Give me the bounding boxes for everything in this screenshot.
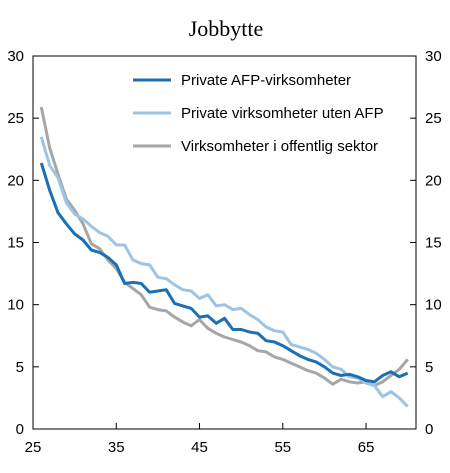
y-tick-label-left: 10 [7, 297, 24, 314]
y-tick-label-right: 0 [425, 421, 433, 438]
series-layer [39, 106, 409, 408]
y-tick-label-right: 20 [425, 172, 442, 189]
x-tick-label: 65 [358, 439, 375, 456]
legend-label-private-afp: Private AFP-virksomheter [181, 72, 351, 89]
chart-title: Jobbytte [189, 16, 264, 41]
y-tick-label-right: 5 [425, 359, 433, 376]
y-tick-label-right: 30 [425, 48, 442, 65]
y-tick-label-left: 5 [16, 359, 24, 376]
y-tick-label-left: 0 [16, 421, 24, 438]
series-line-private-no-afp [39, 136, 409, 408]
x-tick-label: 25 [25, 439, 42, 456]
legend: Private AFP-virksomheter Private virksom… [133, 72, 384, 155]
y-tick-label-left: 20 [7, 172, 24, 189]
legend-label-private-no-afp: Private virksomheter uten AFP [181, 105, 384, 122]
y-tick-label-right: 25 [425, 110, 442, 127]
y-tick-label-right: 10 [425, 297, 442, 314]
x-tick-label: 55 [274, 439, 291, 456]
y-tick-label-left: 15 [7, 235, 24, 252]
x-tick-label: 35 [108, 439, 125, 456]
legend-label-public-sector: Virksomheter i offentlig sektor [181, 138, 378, 155]
x-tick-label: 45 [191, 439, 208, 456]
y-tick-label-left: 30 [7, 48, 24, 65]
y-tick-label-left: 25 [7, 110, 24, 127]
series-line-private-afp [39, 162, 409, 384]
y-tick-label-right: 15 [425, 235, 442, 252]
